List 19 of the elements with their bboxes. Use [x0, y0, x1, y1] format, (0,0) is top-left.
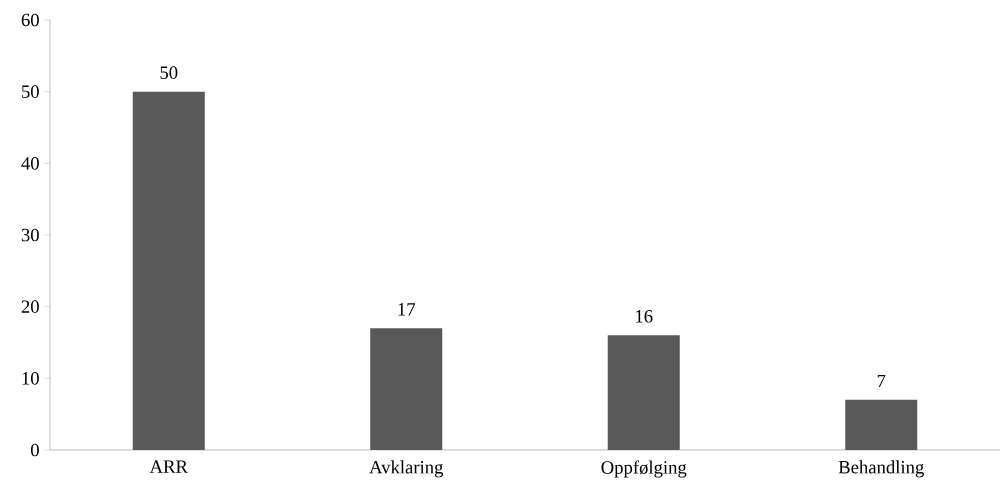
bar [845, 399, 918, 450]
bar [370, 328, 443, 450]
bar [132, 91, 205, 450]
x-tick-label: ARR [149, 460, 188, 473]
bar [607, 335, 680, 450]
data-label: 17 [398, 303, 416, 316]
y-tick-label: 40 [21, 157, 39, 170]
x-tick-label: Behandling [838, 460, 924, 478]
y-tick-label: 50 [22, 85, 39, 98]
data-label: 16 [636, 310, 653, 323]
data-label: 7 [877, 374, 886, 388]
data-label: 50 [160, 66, 178, 79]
x-tick-label: Oppfølging [601, 460, 687, 478]
y-tick-label: 10 [22, 372, 39, 385]
y-tick-label: 0 [30, 443, 39, 457]
y-tick-label: 60 [21, 13, 39, 27]
y-tick-label: 30 [21, 228, 39, 242]
y-tick-label: 20 [21, 300, 39, 313]
x-tick-label: Avklaring [369, 460, 444, 478]
